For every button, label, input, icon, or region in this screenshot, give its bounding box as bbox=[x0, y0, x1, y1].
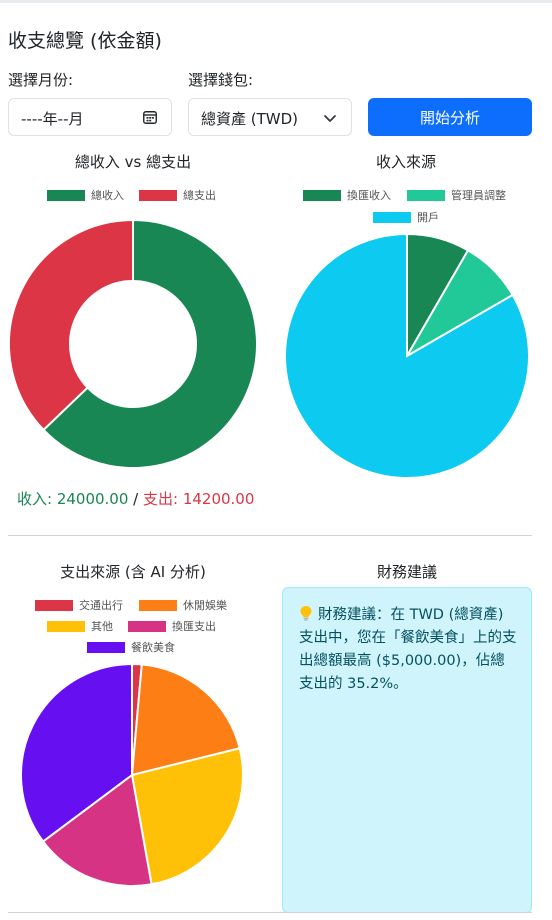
pie-slice-1[interactable] bbox=[42, 218, 258, 469]
page-title: 收支總覽 (依金額) bbox=[8, 30, 162, 52]
wallet-select[interactable]: 總資產 (TWD) bbox=[188, 98, 352, 136]
legend-label: 開戶 bbox=[417, 211, 439, 224]
legend-swatch bbox=[407, 189, 445, 201]
pie-slice-3[interactable] bbox=[284, 232, 530, 479]
advice-title: 財務建議 bbox=[376, 563, 437, 581]
income-expense-doughnut-chart bbox=[8, 218, 258, 469]
advice-alert: 財務建議：在 TWD (總資產) 支出中，您在「餐飲美食」上的支出總額最高 ($… bbox=[282, 587, 532, 913]
legend-swatch bbox=[373, 211, 411, 223]
legend-item-account-opening[interactable]: 開戶 bbox=[373, 209, 439, 225]
legend-item-exchange-expense[interactable]: 換匯支出 bbox=[128, 618, 216, 634]
pie-slice-2[interactable] bbox=[8, 218, 134, 432]
legend-swatch bbox=[47, 189, 85, 201]
legend-label: 休閒娛樂 bbox=[183, 599, 227, 612]
expense-source-chart-title: 支出來源 (含 AI 分析) bbox=[60, 563, 206, 581]
legend-swatch bbox=[128, 620, 166, 632]
legend-label: 管理員調整 bbox=[451, 189, 506, 202]
legend-item-other[interactable]: 其他 bbox=[47, 618, 113, 634]
income-expense-chart-title: 總收入 vs 總支出 bbox=[74, 153, 192, 171]
pie-slice-4[interactable] bbox=[41, 773, 153, 887]
chevron-down-icon bbox=[324, 115, 336, 122]
income-source-chart-title: 收入來源 bbox=[375, 153, 436, 171]
pie-slice-3[interactable] bbox=[130, 747, 244, 886]
month-picker[interactable]: ----年--月 bbox=[8, 98, 172, 136]
legend-swatch bbox=[303, 189, 341, 201]
income-expense-summary: 收入: 24000.00 / 支出: 14200.00 bbox=[17, 488, 254, 509]
income-source-pie-chart bbox=[284, 232, 530, 479]
legend-label: 其他 bbox=[91, 620, 113, 633]
legend-item-income[interactable]: 總收入 bbox=[47, 187, 124, 203]
legend-swatch bbox=[139, 599, 177, 611]
expense-total: 支出: 14200.00 bbox=[143, 490, 255, 508]
legend-label: 總收入 bbox=[91, 189, 124, 202]
legend-item-expense[interactable]: 總支出 bbox=[139, 187, 216, 203]
legend-label: 換匯收入 bbox=[347, 189, 391, 202]
legend-item-dining[interactable]: 餐飲美食 bbox=[87, 639, 175, 655]
legend-item-admin-adjust[interactable]: 管理員調整 bbox=[407, 187, 506, 203]
month-value: ----年--月 bbox=[21, 110, 84, 128]
top-border bbox=[0, 0, 552, 3]
pie-slice-5[interactable] bbox=[20, 662, 133, 843]
expense-source-pie-chart bbox=[20, 662, 244, 887]
legend-swatch bbox=[139, 189, 177, 201]
legend-swatch bbox=[35, 599, 73, 611]
legend-item-transport[interactable]: 交通出行 bbox=[35, 597, 123, 613]
income-total: 收入: 24000.00 bbox=[17, 490, 129, 508]
section-divider bbox=[8, 535, 532, 536]
month-label: 選擇月份: bbox=[8, 71, 74, 89]
wallet-label: 選擇錢包: bbox=[188, 71, 254, 89]
legend-label: 餐飲美食 bbox=[131, 641, 175, 654]
analyze-button[interactable]: 開始分析 bbox=[368, 98, 532, 136]
lightbulb-icon bbox=[300, 606, 312, 621]
legend-swatch bbox=[87, 641, 125, 653]
bottom-divider bbox=[8, 912, 532, 913]
legend-label: 換匯支出 bbox=[172, 620, 216, 633]
advice-text: 財務建議：在 TWD (總資產) 支出中，您在「餐飲美食」上的支出總額最高 ($… bbox=[299, 607, 517, 692]
summary-separator: / bbox=[128, 490, 143, 508]
legend-label: 交通出行 bbox=[79, 599, 123, 612]
wallet-value: 總資產 (TWD) bbox=[201, 110, 299, 128]
legend-item-exchange-income[interactable]: 換匯收入 bbox=[303, 187, 391, 203]
legend-item-leisure[interactable]: 休閒娛樂 bbox=[139, 597, 227, 613]
legend-swatch bbox=[47, 620, 85, 632]
legend-label: 總支出 bbox=[183, 189, 216, 202]
calendar-icon[interactable] bbox=[143, 110, 157, 124]
pie-slice-2[interactable] bbox=[130, 663, 241, 777]
